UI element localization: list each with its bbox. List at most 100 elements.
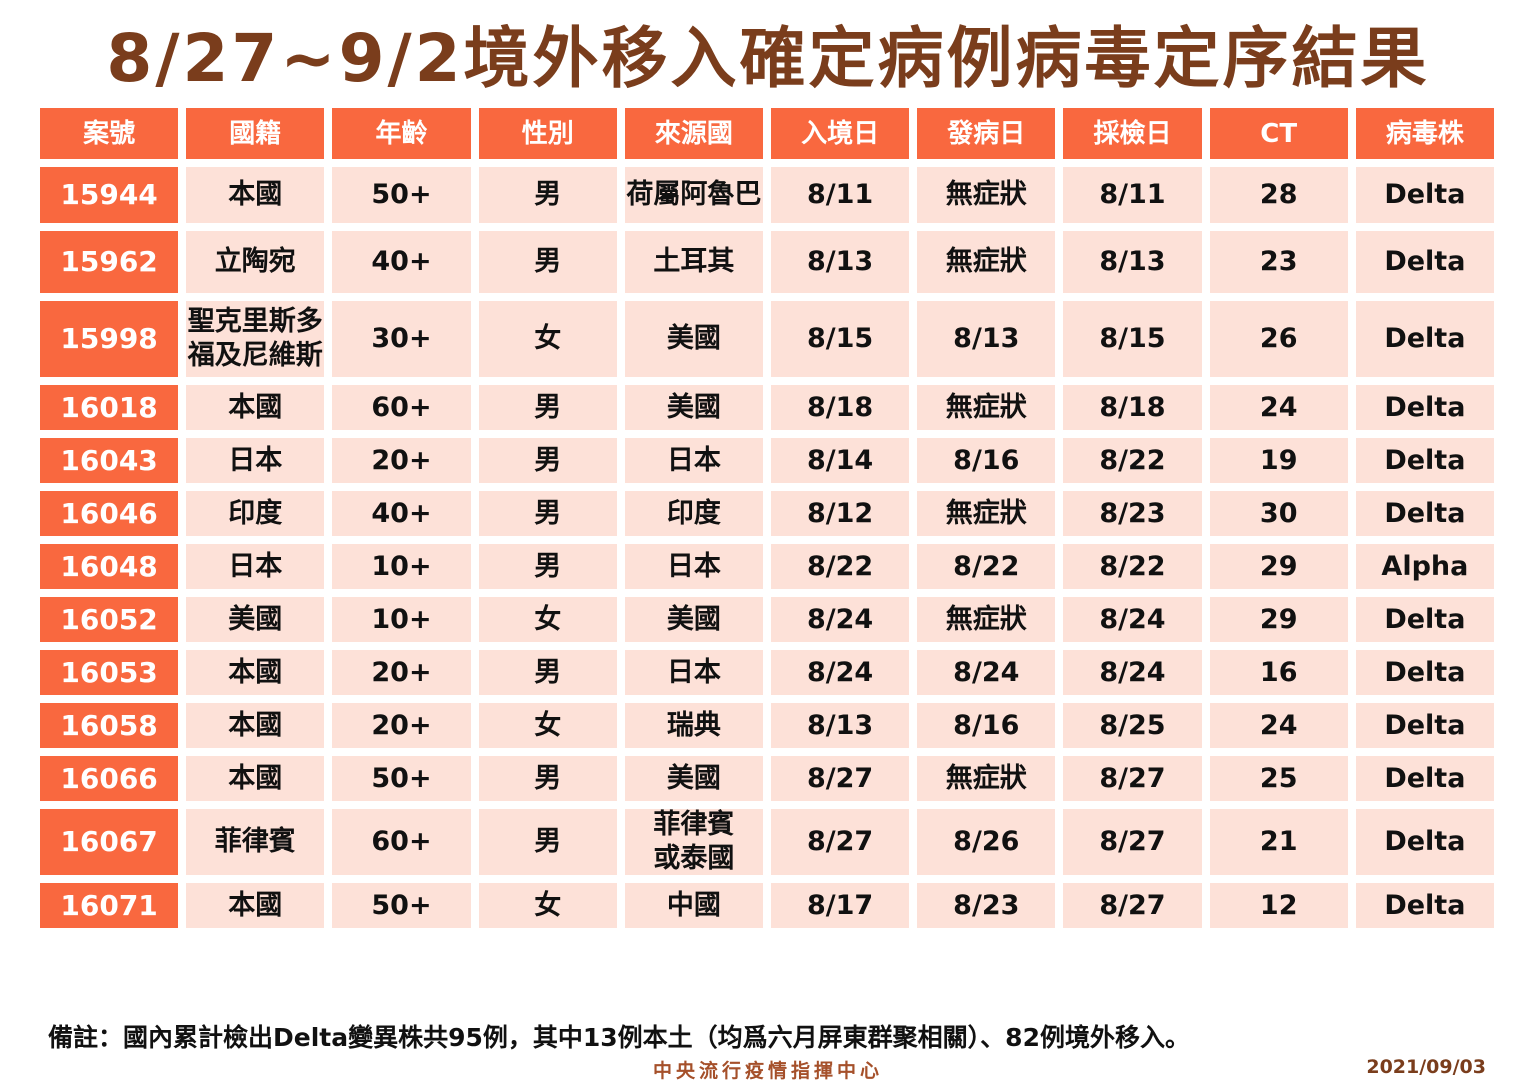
table-cell: 20+ [332,703,471,748]
results-table: 案號 國籍 年齡 性別 來源國 入境日 發病日 採檢日 CT 病毒株 15944 本國 50+ 男荷屬阿魯… [40,108,1494,928]
table-cell: 8/27 [1063,809,1202,875]
table-cell: 8/14 [770,438,910,483]
table-cell: 美國 [186,597,325,642]
table-cell: 8/27 [1063,883,1202,928]
table-cell: 8/23 [917,883,1056,928]
table-cell: 8/22 [917,544,1056,589]
table-cell: 8/15 [1063,301,1202,377]
case-number-cell: 16066 [40,756,179,801]
table-cell: 女 [478,301,617,377]
table-cell: 40+ [332,491,471,536]
table-cell: 女 [478,597,617,642]
table-cell: 8/16 [917,703,1056,748]
table-cell: 8/26 [917,809,1056,875]
table-cell: Alpha [1355,544,1494,589]
table-cell: 10+ [332,544,471,589]
organization-label: 中央流行疫情指揮中心 [652,1060,883,1082]
table-cell: 40+ [332,231,471,293]
table-cell: 8/11 [770,167,910,223]
case-number-cell: 16067 [40,809,179,875]
table-cell: 無症狀 [917,756,1056,801]
table-cell: 8/17 [770,883,910,928]
table-cell: 本國 [186,703,325,748]
table-cell: 中國 [624,883,763,928]
table-cell: 24 [1209,385,1348,430]
column-header: 國籍 [186,108,325,159]
table-cell: 本國 [186,385,325,430]
column-header: 採檢日 [1063,108,1202,159]
case-number-cell: 16053 [40,650,179,695]
table-cell: 8/13 [1063,231,1202,293]
case-number-cell: 16052 [40,597,179,642]
table-cell: 8/22 [770,544,910,589]
table-cell: 立陶宛 [186,231,325,293]
table-cell: 29 [1209,544,1348,589]
table-cell: 8/13 [917,301,1056,377]
table-cell: 本國 [186,167,325,223]
table-cell: 30 [1209,491,1348,536]
table-cell: 男 [478,491,617,536]
table-cell: 男 [478,385,617,430]
table-cell: 美國 [624,597,763,642]
table-cell: 瑞典 [624,703,763,748]
table-cell: Delta [1355,438,1494,483]
table-cell: Delta [1355,809,1494,875]
table-cell: 日本 [186,438,325,483]
table-cell: 無症狀 [917,491,1056,536]
column-header: CT [1209,108,1348,159]
table-cell: 24 [1209,703,1348,748]
table-cell: Delta [1355,883,1494,928]
table-cell: 菲律賓 或泰國 [624,809,763,875]
table-cell: Delta [1355,597,1494,642]
table-cell: 50+ [332,756,471,801]
table-cell: 20+ [332,438,471,483]
column-header: 年齡 [332,108,471,159]
table-cell: 無症狀 [917,597,1056,642]
table-cell: 男 [478,167,617,223]
table-cell: 無症狀 [917,385,1056,430]
table-cell: 12 [1209,883,1348,928]
publish-date: 2021/09/03 [1366,1056,1486,1078]
table-cell: 無症狀 [917,231,1056,293]
table-cell: Delta [1355,703,1494,748]
table-cell: 8/18 [1063,385,1202,430]
table-cell: 50+ [332,883,471,928]
table-cell: 21 [1209,809,1348,875]
table-cell: 8/15 [770,301,910,377]
table-cell: 60+ [332,385,471,430]
case-number-cell: 16018 [40,385,179,430]
table-cell: 8/24 [770,650,910,695]
table-cell: 男 [478,438,617,483]
table-cell: 8/18 [770,385,910,430]
table-cell: 8/11 [1063,167,1202,223]
table-cell: 20+ [332,650,471,695]
column-header: 入境日 [770,108,910,159]
table-cell: 聖克里斯多 福及尼維斯 [186,301,325,377]
table-cell: 土耳其 [624,231,763,293]
table-cell: 印度 [186,491,325,536]
page-title: 8/27~9/2境外移入確定病例病毒定序結果 [106,20,1430,97]
table-cell: 8/22 [1063,438,1202,483]
table-cell: 男 [478,231,617,293]
table-cell: 19 [1209,438,1348,483]
table-cell: 8/24 [1063,650,1202,695]
table-cell: 8/24 [1063,597,1202,642]
table-cell: 25 [1209,756,1348,801]
table-cell: 8/27 [770,756,910,801]
table-cell: 30+ [332,301,471,377]
case-number-cell: 15944 [40,167,179,223]
table-cell: 男 [478,809,617,875]
table-cell: 日本 [186,544,325,589]
table-cell: 男 [478,756,617,801]
table-cell: 荷屬阿魯巴 [624,167,763,223]
table-cell: 8/27 [1063,756,1202,801]
table-cell: 日本 [624,650,763,695]
column-header: 發病日 [917,108,1056,159]
table-cell: Delta [1355,167,1494,223]
table-cell: 本國 [186,650,325,695]
table-cell: Delta [1355,385,1494,430]
table-cell: 23 [1209,231,1348,293]
table-cell: Delta [1355,756,1494,801]
table-cell: 日本 [624,438,763,483]
table-cell: 本國 [186,883,325,928]
